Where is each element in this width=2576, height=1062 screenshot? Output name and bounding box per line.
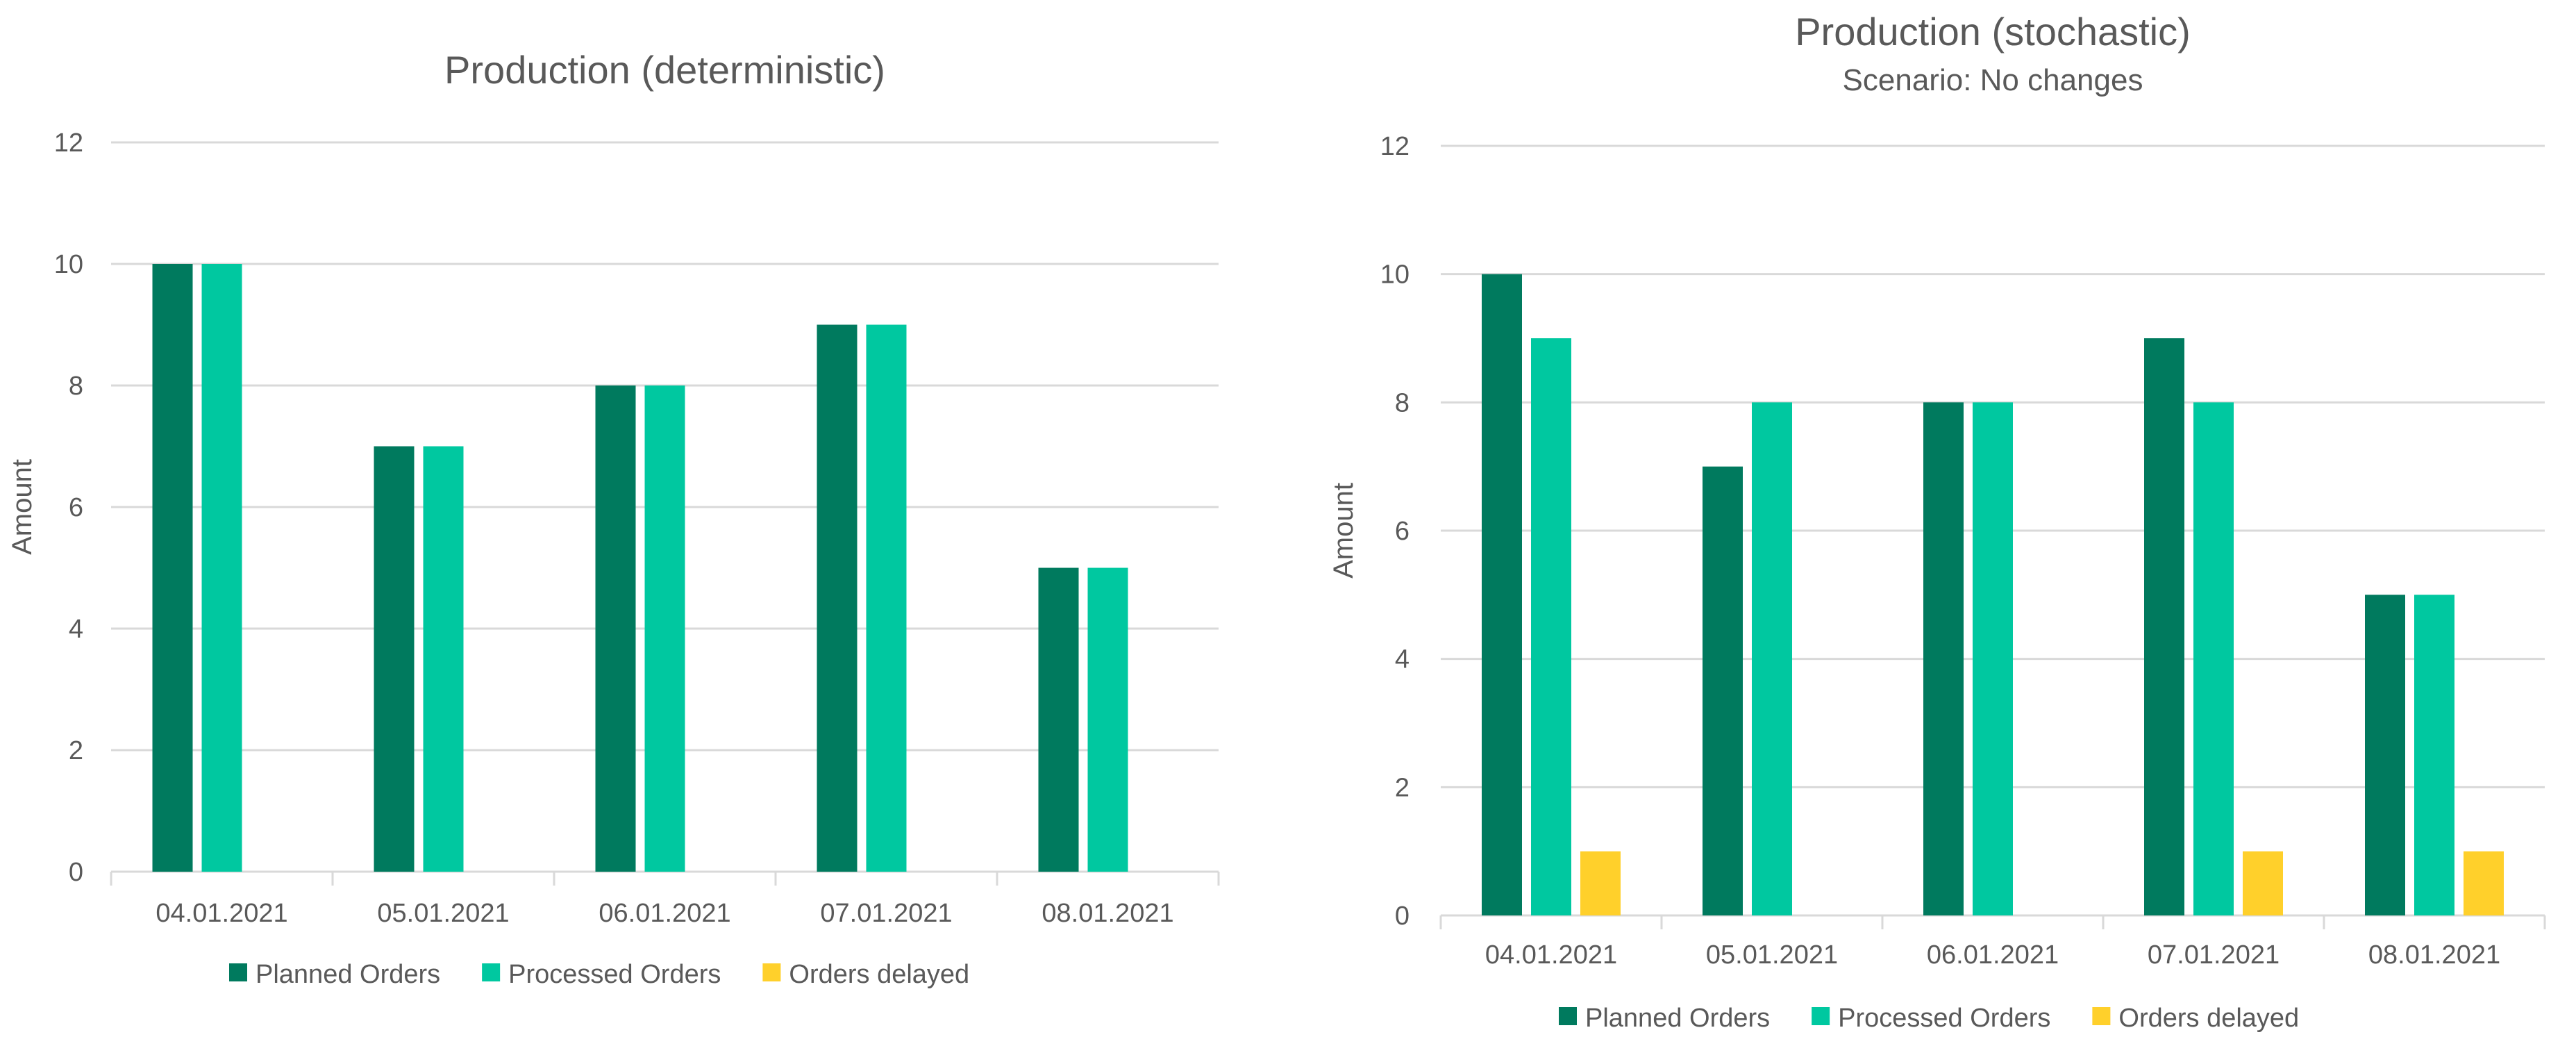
y-tick-label: 10 <box>1380 260 1410 290</box>
y-tick-label: 10 <box>54 250 83 279</box>
y-tick-label: 2 <box>69 736 83 765</box>
chart-deterministic-svg: Production (deterministic) 0 2 4 6 8 10 12 Amoun… <box>7 48 1220 989</box>
chart-title: Production (deterministic) <box>444 48 885 92</box>
legend-swatch <box>762 963 781 981</box>
x-tick-label: 08.01.2021 <box>1042 899 1173 928</box>
x-tick-label: 07.01.2021 <box>820 899 952 928</box>
legend-label: Processed Orders <box>508 960 721 989</box>
chart-subtitle: Scenario: No changes <box>1843 63 2143 97</box>
chart-title: Production (stochastic) <box>1795 10 2191 53</box>
x-tick-label: 07.01.2021 <box>2148 940 2280 970</box>
bar-planned-orders <box>374 446 415 872</box>
legend-swatch <box>1812 1007 1830 1025</box>
y-tick-label: 12 <box>1380 132 1410 161</box>
bar-processed-orders <box>1973 402 2013 915</box>
bar-processed-orders <box>2414 595 2454 915</box>
x-tick-label: 05.01.2021 <box>377 899 509 928</box>
y-tick-label: 8 <box>1395 388 1410 417</box>
y-axis-label: Amount <box>7 459 37 555</box>
y-tick-label: 0 <box>69 858 83 887</box>
y-tick-label: 4 <box>1395 645 1410 674</box>
bar-orders-delayed <box>2243 851 2283 915</box>
y-axis-label: Amount <box>1328 483 1359 579</box>
y-tick-label: 12 <box>54 128 83 158</box>
x-tick-label: 05.01.2021 <box>1706 940 1838 970</box>
bar-processed-orders <box>423 446 464 872</box>
bar-planned-orders <box>152 264 193 872</box>
bar-planned-orders <box>2365 595 2405 915</box>
bar-processed-orders <box>1087 567 1128 872</box>
y-tick-label: 6 <box>1395 517 1410 546</box>
legend-label: Planned Orders <box>256 960 440 989</box>
bar-processed-orders <box>644 385 685 872</box>
chart-stochastic: Production (stochastic) Scenario: No chan… <box>1319 0 2576 1062</box>
y-tick-label: 4 <box>69 615 83 644</box>
y-tick-label: 8 <box>69 372 83 401</box>
bar-planned-orders <box>1703 466 1743 915</box>
chart-deterministic: Production (deterministic) 0 2 4 6 8 10 12 Amoun… <box>0 0 1250 1062</box>
bar-planned-orders <box>1923 402 1964 915</box>
legend-label: Orders delayed <box>789 960 969 989</box>
x-tick-label: 04.01.2021 <box>156 899 287 928</box>
bar-processed-orders <box>1531 338 1571 915</box>
bar-processed-orders <box>201 264 242 872</box>
legend-swatch <box>482 963 501 981</box>
bar-processed-orders <box>2193 402 2234 915</box>
chart-stochastic-svg: Production (stochastic) Scenario: No chan… <box>1328 10 2546 1033</box>
bar-planned-orders <box>1482 274 1522 916</box>
x-tick-label: 04.01.2021 <box>1485 940 1617 970</box>
x-tick-label: 06.01.2021 <box>599 899 730 928</box>
bar-planned-orders <box>595 385 636 872</box>
legend-label: Processed Orders <box>1838 1004 2050 1033</box>
legend-swatch <box>2092 1007 2111 1025</box>
x-tick-label: 06.01.2021 <box>1927 940 2059 970</box>
x-tick-label: 08.01.2021 <box>2368 940 2500 970</box>
legend-label: Orders delayed <box>2118 1004 2299 1033</box>
y-tick-label: 2 <box>1395 773 1410 802</box>
bar-planned-orders <box>817 324 858 872</box>
legend-label: Planned Orders <box>1585 1004 1770 1033</box>
bar-planned-orders <box>1038 567 1079 872</box>
bar-orders-delayed <box>2464 851 2504 915</box>
bar-orders-delayed <box>1580 851 1621 915</box>
bar-processed-orders <box>866 324 907 872</box>
legend-swatch <box>229 963 247 981</box>
y-tick-label: 6 <box>69 493 83 522</box>
bar-planned-orders <box>2144 338 2184 915</box>
y-tick-label: 0 <box>1395 902 1410 931</box>
legend-swatch <box>1559 1007 1577 1025</box>
bar-processed-orders <box>1752 402 1792 915</box>
